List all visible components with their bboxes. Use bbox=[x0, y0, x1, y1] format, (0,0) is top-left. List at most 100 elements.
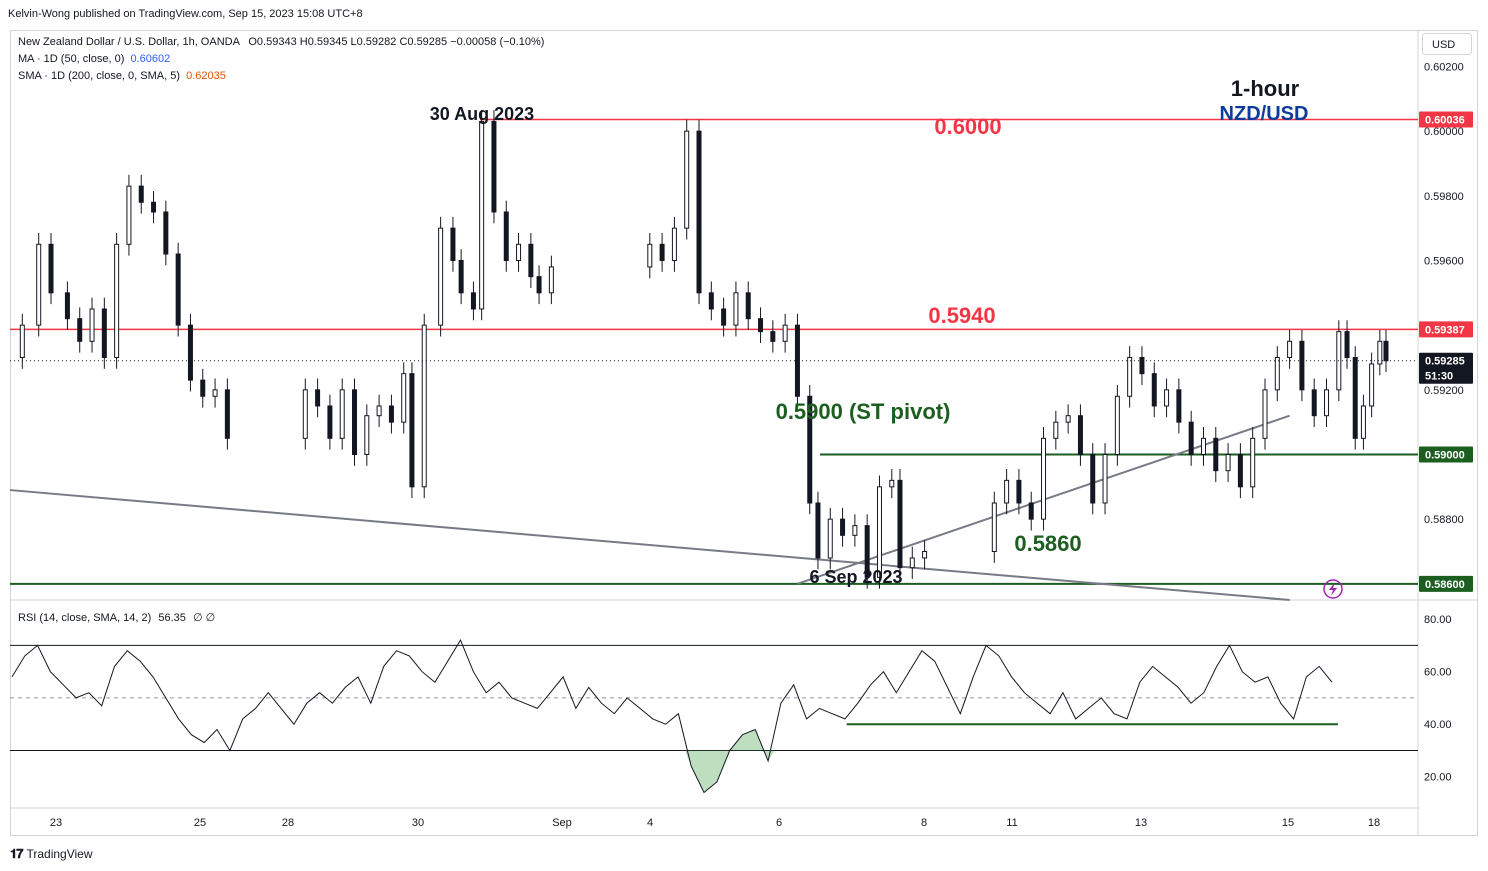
candle-body[interactable] bbox=[175, 253, 181, 326]
candle-body[interactable] bbox=[745, 292, 751, 320]
candle-body[interactable] bbox=[840, 518, 846, 536]
candle-body[interactable] bbox=[48, 243, 54, 294]
candle-body[interactable] bbox=[852, 525, 858, 536]
candle-body[interactable] bbox=[1176, 389, 1182, 423]
candle-body[interactable] bbox=[1287, 340, 1293, 358]
candle-body[interactable] bbox=[1090, 453, 1096, 504]
candle-body[interactable] bbox=[1360, 405, 1366, 439]
symbol-title[interactable]: New Zealand Dollar / U.S. Dollar, 1h, OA… bbox=[18, 36, 240, 48]
candle-body[interactable] bbox=[1383, 340, 1389, 362]
candle-body[interactable] bbox=[1028, 502, 1034, 520]
candle-body[interactable] bbox=[909, 557, 915, 569]
rsi-line[interactable] bbox=[11, 638, 1333, 794]
sma-label[interactable]: SMA · 1D (200, close, 0, SMA, 5) bbox=[18, 70, 181, 82]
candle-body[interactable] bbox=[64, 292, 70, 320]
candle-body[interactable] bbox=[876, 486, 882, 578]
candle-body[interactable] bbox=[528, 243, 534, 278]
candle-body[interactable] bbox=[807, 395, 813, 504]
candle-body[interactable] bbox=[671, 227, 677, 261]
candle-body[interactable] bbox=[401, 373, 407, 423]
candle-body[interactable] bbox=[1344, 331, 1350, 358]
candle-body[interactable] bbox=[1324, 389, 1330, 417]
tradingview-branding[interactable]: 𝟏𝟕 TradingView bbox=[10, 846, 93, 862]
candle-body[interactable] bbox=[1352, 356, 1358, 439]
candle-body[interactable] bbox=[516, 243, 522, 261]
candle-body[interactable] bbox=[19, 324, 25, 358]
candle-body[interactable] bbox=[782, 324, 788, 342]
candle-body[interactable] bbox=[1274, 356, 1280, 391]
candle-body[interactable] bbox=[659, 243, 665, 261]
candle-body[interactable] bbox=[897, 479, 903, 569]
candle-body[interactable] bbox=[647, 243, 653, 268]
candle-body[interactable] bbox=[77, 318, 83, 342]
candle-body[interactable] bbox=[1262, 389, 1268, 439]
candle-body[interactable] bbox=[889, 479, 895, 488]
candle-body[interactable] bbox=[438, 227, 444, 326]
candle-body[interactable] bbox=[376, 405, 382, 417]
candle-body[interactable] bbox=[721, 308, 727, 326]
candle-body[interactable] bbox=[1065, 415, 1071, 423]
candle-body[interactable] bbox=[1041, 437, 1047, 520]
candle-body[interactable] bbox=[503, 211, 509, 261]
rsi-info-line[interactable]: RSI (14, close, SMA, 14, 2) 56.35 ∅ ∅ bbox=[18, 611, 215, 624]
candle-body[interactable] bbox=[352, 389, 358, 455]
sma-indicator-line[interactable]: SMA · 1D (200, close, 0, SMA, 5) 0.62035 bbox=[18, 70, 226, 82]
candle-body[interactable] bbox=[114, 243, 120, 358]
candle-body[interactable] bbox=[388, 405, 394, 423]
candle-body[interactable] bbox=[163, 211, 169, 255]
ma-indicator-line[interactable]: MA · 1D (50, close, 0) 0.60602 bbox=[18, 53, 170, 65]
candle-body[interactable] bbox=[536, 276, 542, 294]
candle-body[interactable] bbox=[1299, 340, 1305, 391]
candle-body[interactable] bbox=[101, 308, 107, 358]
candle-body[interactable] bbox=[1237, 453, 1243, 488]
candle-body[interactable] bbox=[1077, 415, 1083, 455]
candle-body[interactable] bbox=[479, 120, 485, 310]
candle-body[interactable] bbox=[1369, 363, 1375, 407]
candle-body[interactable] bbox=[1188, 421, 1194, 455]
candle-body[interactable] bbox=[864, 525, 870, 578]
candle-body[interactable] bbox=[827, 518, 833, 559]
candle-body[interactable] bbox=[1311, 389, 1317, 417]
candle-body[interactable] bbox=[421, 324, 427, 488]
candle-body[interactable] bbox=[548, 266, 554, 294]
candle-body[interactable] bbox=[89, 308, 95, 342]
candle-body[interactable] bbox=[1200, 437, 1206, 455]
candle-body[interactable] bbox=[138, 185, 144, 203]
candle-body[interactable] bbox=[1151, 373, 1157, 407]
candle-body[interactable] bbox=[696, 130, 702, 294]
candle-body[interactable] bbox=[1139, 356, 1145, 375]
candle-body[interactable] bbox=[991, 502, 997, 552]
candle-body[interactable] bbox=[1377, 340, 1383, 365]
candle-body[interactable] bbox=[1053, 421, 1059, 439]
candle-body[interactable] bbox=[794, 324, 800, 397]
candle-body[interactable] bbox=[770, 331, 776, 342]
candle-body[interactable] bbox=[1102, 453, 1108, 504]
candle-body[interactable] bbox=[922, 550, 928, 559]
lightning-icon[interactable] bbox=[1323, 579, 1343, 599]
candle-body[interactable] bbox=[224, 389, 230, 439]
candle-body[interactable] bbox=[1250, 437, 1256, 488]
candle-body[interactable] bbox=[815, 502, 821, 559]
candle-body[interactable] bbox=[1164, 389, 1170, 407]
candle-body[interactable] bbox=[458, 259, 464, 294]
candle-body[interactable] bbox=[1127, 356, 1133, 397]
candle-body[interactable] bbox=[327, 405, 333, 439]
candle-body[interactable] bbox=[491, 120, 497, 213]
trendline[interactable] bbox=[9, 489, 1290, 601]
chart-frame[interactable] bbox=[10, 30, 1478, 836]
ma-label[interactable]: MA · 1D (50, close, 0) bbox=[18, 53, 125, 65]
candle-body[interactable] bbox=[470, 292, 476, 310]
candle-body[interactable] bbox=[733, 292, 739, 326]
rsi-label[interactable]: RSI (14, close, SMA, 14, 2) bbox=[18, 612, 152, 624]
candle-body[interactable] bbox=[409, 373, 415, 488]
candle-body[interactable] bbox=[450, 227, 456, 261]
candle-body[interactable] bbox=[708, 292, 714, 310]
candle-body[interactable] bbox=[36, 243, 42, 326]
candle-body[interactable] bbox=[684, 130, 690, 229]
currency-button[interactable]: USD bbox=[1422, 33, 1472, 55]
candle-body[interactable] bbox=[364, 415, 370, 455]
candle-body[interactable] bbox=[126, 185, 132, 245]
candle-body[interactable] bbox=[1114, 395, 1120, 455]
candle-body[interactable] bbox=[187, 324, 193, 381]
candle-body[interactable] bbox=[1004, 479, 1010, 504]
